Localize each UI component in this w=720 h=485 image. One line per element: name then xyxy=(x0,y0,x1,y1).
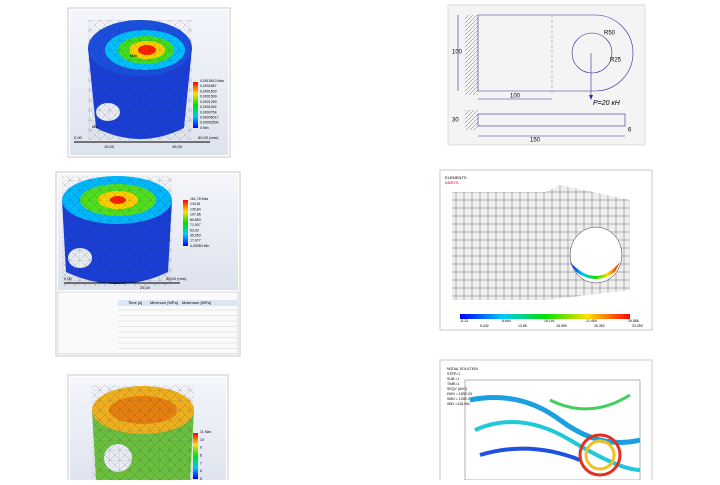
legend-label: 9 xyxy=(200,446,202,450)
scale-label: 60,00 (mm) xyxy=(198,135,219,140)
scale-label: 45,00 xyxy=(172,144,183,149)
dimension: 100 xyxy=(452,50,463,56)
solution-info: SEQV (AVG) xyxy=(447,387,467,391)
solution-info: STEP=1 xyxy=(447,372,460,376)
engineering-drawing: 100 100 R50 R25 P=20 кН 30 150 6 xyxy=(447,4,646,146)
stress-region xyxy=(570,262,620,279)
solution-info: SMX =118.061 xyxy=(447,402,470,406)
contour-band xyxy=(549,393,631,411)
legend-label: 0,0001867 xyxy=(200,84,217,88)
legend-label: 125,84 xyxy=(190,207,201,211)
dimension: 150 xyxy=(530,138,541,144)
mesh xyxy=(92,385,194,480)
scale-label: 13.55 xyxy=(518,324,527,328)
hole xyxy=(571,32,613,74)
solution-info: NODAL SOLUTION xyxy=(447,367,478,371)
legend-label: 89,883 xyxy=(190,218,201,222)
mesh-plot: ELEMENTS ANSYS -5.13 8.694 16.191 21.459 26.… xyxy=(439,169,653,331)
hole xyxy=(569,226,623,284)
load-label: P=20 кН xyxy=(593,100,621,107)
legend-label: 0,0000754 xyxy=(200,110,217,114)
legend-label: 143,81 xyxy=(190,202,201,206)
dimension: 6 xyxy=(628,128,632,134)
legend-label: 0,0015513 Max xyxy=(200,79,224,83)
solution-info: SUB =1 xyxy=(447,377,459,381)
colorbar xyxy=(183,200,188,246)
legend-label: 17,977 xyxy=(190,239,201,243)
scale-label: 15,00 xyxy=(104,144,115,149)
scale-label: 26.886 xyxy=(628,319,639,323)
plot-title: ELEMENTS xyxy=(445,175,467,180)
colorbar xyxy=(193,433,198,479)
legend-label: 5 xyxy=(200,477,202,480)
solution-info: SMN =.129E-03 xyxy=(447,397,472,401)
solution-info: DMX =.183E-03 xyxy=(447,392,472,396)
contour-band xyxy=(479,446,581,462)
contour-band xyxy=(474,420,641,472)
piston-image-1: 0,0015513 Max0,00018670,00015090,0001509… xyxy=(67,7,231,158)
arrow-head xyxy=(589,95,593,100)
dimension: R25 xyxy=(610,58,622,64)
legend-label: 161,78 Max xyxy=(190,197,209,201)
scale-label: 16.191 xyxy=(544,319,555,323)
legend-label: 0,0001004 xyxy=(200,105,217,109)
colorbar xyxy=(193,82,198,128)
frame xyxy=(447,4,646,146)
contour-ring xyxy=(578,433,622,477)
plot-subtitle: ANSYS xyxy=(445,180,459,185)
table-header-cell: Time [s] xyxy=(128,300,142,305)
mesh xyxy=(88,20,192,140)
scale-label: -5.13 xyxy=(460,319,468,323)
legend-label: 0,0001509 xyxy=(200,89,217,93)
scale-label: 26.352 xyxy=(594,324,605,328)
legend-label: 11 Max xyxy=(200,430,211,434)
colorbar xyxy=(460,314,630,319)
scale-label: 21.459 xyxy=(586,319,597,323)
legend-label: 6 xyxy=(200,469,202,473)
scale-label: 25,00 xyxy=(140,285,151,290)
solution-info: TIME=1 xyxy=(447,382,459,386)
piston-image-3: 11 Max 10 9 8 7 6 5 xyxy=(67,374,229,485)
scale-label: 8.694 xyxy=(502,319,511,323)
dimension: 100 xyxy=(510,94,521,100)
scale-label: 0,00 xyxy=(74,135,83,140)
contour-ring xyxy=(584,439,616,471)
plate-outline xyxy=(477,14,634,92)
table-header-cell: Maximum [MPa] xyxy=(182,300,211,305)
table-header-cell: Minimum [MPa] xyxy=(150,300,178,305)
table-header xyxy=(118,300,238,306)
scale-label: 5.432 xyxy=(480,324,489,328)
legend-label: 8 xyxy=(200,453,202,457)
scale-label: 0,00 xyxy=(64,276,73,281)
scale-label: 18.959 xyxy=(556,324,567,328)
legend-label: 35,953 xyxy=(190,233,201,237)
min-label: Min xyxy=(92,124,98,129)
legend-label: 107,86 xyxy=(190,213,201,217)
max-label: Max xyxy=(130,53,138,58)
legend-label: 0,00005017 xyxy=(200,115,219,119)
scale-label: 23.259 xyxy=(632,324,643,328)
legend-label: 71,907 xyxy=(190,223,201,227)
legend-label: 0,0001509 xyxy=(200,95,217,99)
mesh xyxy=(62,176,172,286)
wall-hatch xyxy=(465,15,478,95)
legend-label: 53,93 xyxy=(190,228,199,232)
legend-label: 10 xyxy=(200,438,204,442)
dimension: 30 xyxy=(452,118,459,124)
dimension: R50 xyxy=(604,31,616,37)
legend-label: 7 xyxy=(200,461,202,465)
legend-label: 0,00084 Min xyxy=(190,244,209,248)
legend-label: 0 Min xyxy=(200,126,209,130)
legend-label: 0,0001259 xyxy=(200,100,217,104)
scale-label: 50,00 (mm) xyxy=(166,276,187,281)
wall-hatch xyxy=(465,110,478,130)
legend-label: 0,00002509 xyxy=(200,121,219,125)
